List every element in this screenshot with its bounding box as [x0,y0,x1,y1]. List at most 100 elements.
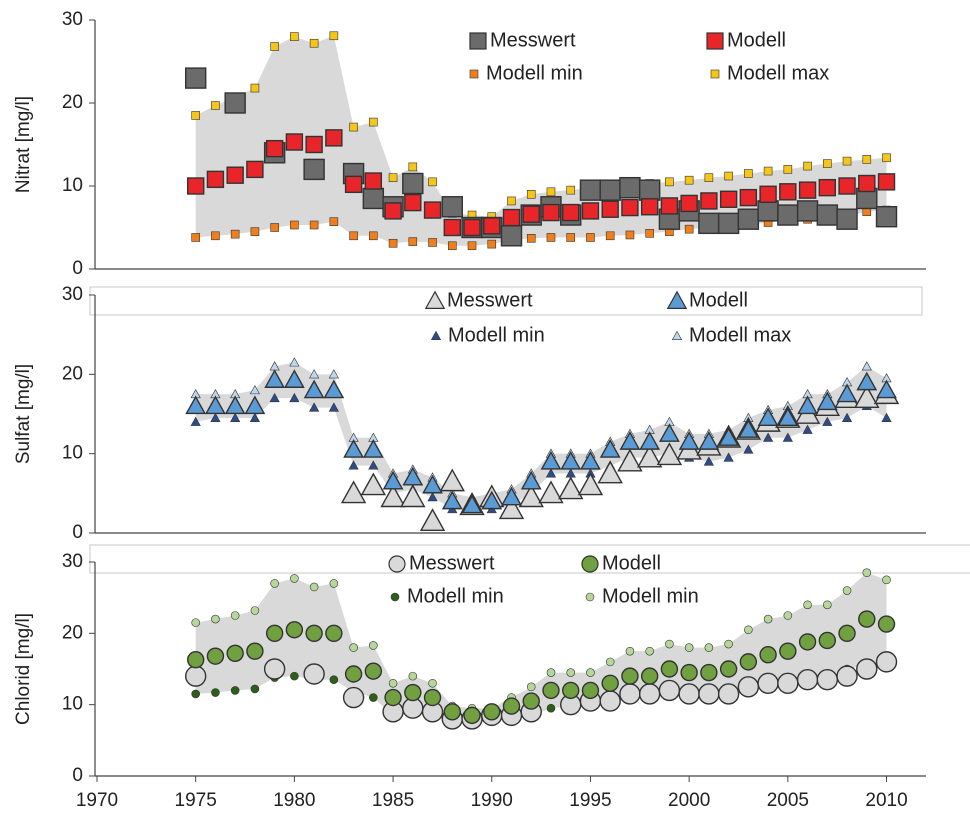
y-axis-title: Chlorid [mg/l] [13,613,34,725]
point [818,178,837,197]
point [447,241,457,251]
point [757,672,779,694]
point [796,200,819,222]
point [856,371,878,391]
point [717,212,740,235]
point [777,204,799,226]
point [342,686,365,709]
point [408,237,418,246]
point [744,169,753,178]
y-tick-label: 20 [62,363,83,384]
point [265,139,284,158]
point [739,188,758,207]
point [224,395,246,415]
y-tick-label: 0 [72,765,83,786]
legend-label: Modell [602,552,661,574]
point [816,204,839,226]
point [798,181,817,199]
point [348,460,359,470]
point [483,703,501,721]
legend-label: Modell [689,289,748,311]
point [369,641,378,650]
point [191,618,200,627]
x-tick-label: 1995 [569,790,611,811]
legend-marker [469,69,479,79]
point [877,173,896,191]
point [542,681,560,700]
y-tick-label: 10 [62,175,83,196]
y-tick-label: 0 [72,522,83,543]
point [329,31,339,41]
point [737,676,760,698]
point [325,129,343,147]
point [360,472,387,496]
point [658,679,681,702]
point [763,166,773,176]
point [230,686,240,695]
point [703,456,714,466]
point [343,439,364,458]
point [190,416,201,426]
point [206,170,225,189]
point [836,383,858,403]
point [467,241,477,251]
point [230,229,240,239]
point [665,177,674,187]
point [224,92,246,114]
point [719,660,738,678]
point [404,683,422,702]
point [250,684,260,694]
point [737,419,759,438]
point [400,484,426,508]
point [823,159,832,168]
point [191,233,200,242]
point [290,32,299,41]
point [388,173,398,182]
legend-marker [424,290,446,309]
point [518,484,544,508]
point [265,624,284,643]
point [779,642,797,660]
point [678,683,700,705]
point [423,688,442,707]
legend-label: Messwert [447,289,533,311]
legend-marker [581,555,599,573]
legend-marker [430,330,442,340]
point [877,615,896,633]
point [759,646,777,664]
y-tick-label: 30 [62,551,83,572]
point [605,231,615,241]
point [349,643,358,652]
point [328,402,339,412]
point [303,663,325,685]
point [698,212,720,235]
point [226,166,244,184]
point [250,83,260,93]
point [882,153,891,163]
point [226,644,244,663]
point [522,692,540,710]
point [211,614,220,624]
point [546,703,556,713]
point [838,624,856,643]
point [246,160,264,179]
x-tick-label: 1980 [273,790,315,811]
point [270,223,279,232]
point [638,683,661,705]
point [640,667,659,685]
point [638,179,661,201]
point [621,198,639,217]
y-axis-title: Nitrat [mg/l] [13,96,34,193]
point [526,682,536,692]
legend-marker [706,32,724,50]
point [408,162,418,172]
legend-label: Messwert [490,29,576,51]
point [744,625,753,635]
y-tick-label: 10 [62,694,83,715]
point [680,194,698,213]
point [289,357,300,367]
point [230,412,241,422]
point [796,669,819,691]
point [285,621,304,639]
